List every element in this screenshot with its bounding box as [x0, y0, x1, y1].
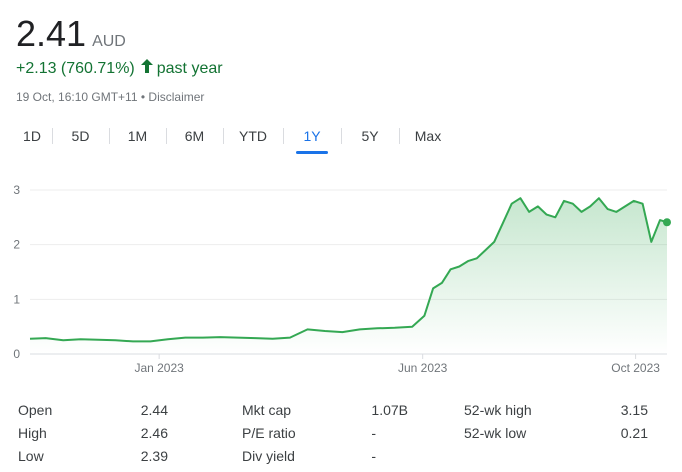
- stat-label-52wk-low: 52-wk low: [464, 425, 527, 441]
- stat-label-low: Low: [18, 448, 44, 464]
- price-row: 2.41 AUD: [16, 12, 126, 56]
- arrow-up-icon: [140, 59, 153, 78]
- y-tick-label: 0: [13, 347, 20, 361]
- quote-meta: 19 Oct, 16:10 GMT+11 • Disclaimer: [16, 90, 204, 104]
- stat-value-pe-ratio: -: [371, 425, 376, 441]
- tab-1y[interactable]: 1Y: [283, 122, 341, 150]
- current-price-dot: [663, 218, 671, 227]
- tab-label: 5D: [71, 128, 90, 144]
- tab-6m[interactable]: 6M: [166, 122, 223, 150]
- tab-label: 1M: [127, 128, 148, 144]
- disclaimer-link[interactable]: Disclaimer: [148, 90, 205, 104]
- tab-label: 1D: [23, 128, 41, 144]
- stat-label-high: High: [18, 425, 47, 441]
- price-area: [30, 198, 667, 354]
- price-change: +2.13 (760.71%): [16, 59, 135, 77]
- stat-value-mkt-cap: 1.07B: [371, 402, 408, 418]
- stat-value-52wk-low: 0.21: [620, 425, 648, 441]
- stat-value-52wk-high: 3.15: [620, 402, 648, 418]
- x-tick-label: Jun 2023: [398, 361, 448, 375]
- tab-ytd[interactable]: YTD: [223, 122, 283, 150]
- stat-label-div-yield: Div yield: [242, 448, 295, 464]
- stat-label-open: Open: [18, 402, 53, 418]
- y-tick-label: 3: [13, 183, 20, 197]
- tab-1d[interactable]: 1D: [12, 122, 52, 150]
- stat-value-open: 2.44: [140, 402, 168, 418]
- y-tick-label: 2: [13, 238, 20, 252]
- y-tick-label: 1: [13, 292, 20, 306]
- stat-value-low: 2.39: [140, 448, 168, 464]
- tab-1m[interactable]: 1M: [109, 122, 166, 150]
- stats-row: High 2.46 P/E ratio - 52-wk low 0.21: [18, 421, 668, 445]
- stat-label-pe-ratio: P/E ratio: [242, 425, 296, 441]
- separator-dot: •: [140, 90, 149, 104]
- stat-label-mkt-cap: Mkt cap: [242, 402, 292, 418]
- timestamp: 19 Oct, 16:10 GMT+11: [16, 90, 138, 104]
- range-tabs: 1D 5D 1M 6M YTD 1Y 5Y Max: [12, 122, 457, 150]
- price-chart[interactable]: 0 1 2 3 Jan 2023 Jun 2023 Oct 2023: [0, 172, 682, 384]
- tab-5y[interactable]: 5Y: [341, 122, 399, 150]
- currency-label: AUD: [92, 33, 126, 50]
- tab-label: Max: [414, 128, 442, 144]
- tab-label: 5Y: [361, 128, 379, 144]
- price-change-row: +2.13 (760.71%) past year: [16, 59, 223, 78]
- current-price: 2.41: [16, 13, 87, 54]
- tab-5d[interactable]: 5D: [52, 122, 109, 150]
- tab-max[interactable]: Max: [399, 122, 457, 150]
- stats-row: Open 2.44 Mkt cap 1.07B 52-wk high 3.15: [18, 398, 668, 422]
- stat-value-div-yield: -: [371, 448, 376, 464]
- stat-label-52wk-high: 52-wk high: [464, 402, 532, 418]
- stats-row: Low 2.39 Div yield -: [18, 444, 668, 468]
- change-period: past year: [156, 59, 223, 77]
- stat-value-high: 2.46: [140, 425, 168, 441]
- price-line: [29, 197, 668, 343]
- tab-label: 6M: [184, 128, 205, 144]
- tab-label: 1Y: [303, 128, 321, 144]
- x-tick-label: Oct 2023: [611, 361, 660, 375]
- x-tick-label: Jan 2023: [134, 361, 184, 375]
- tab-label: YTD: [239, 128, 267, 144]
